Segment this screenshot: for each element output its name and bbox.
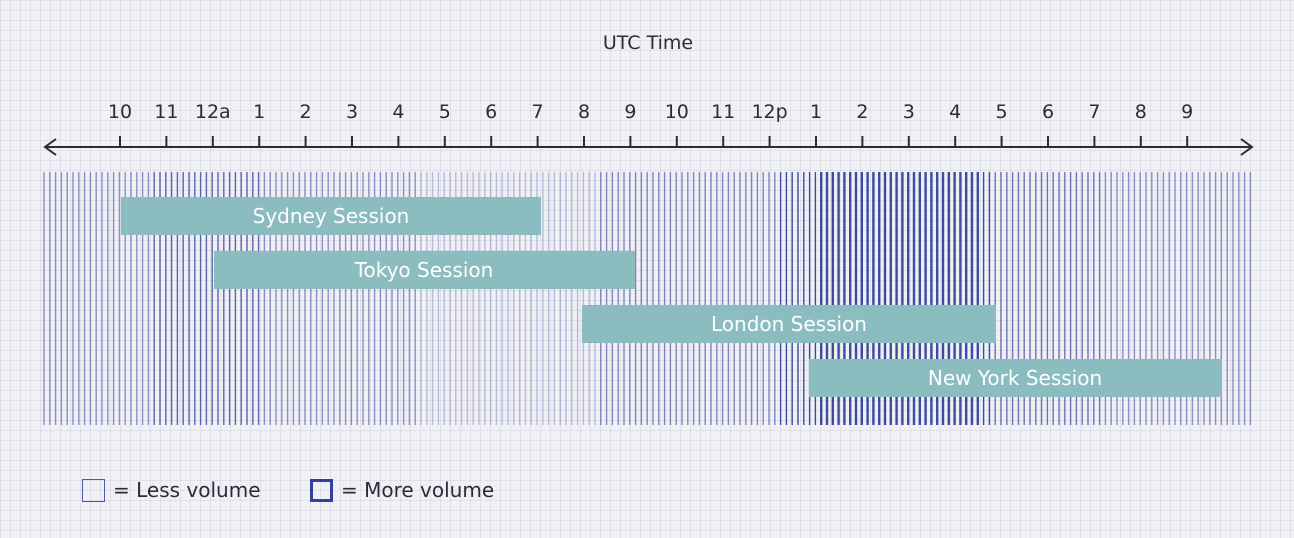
session-london: London Session [582, 305, 996, 343]
axis-title: UTC Time [603, 32, 693, 54]
tick-label: 11 [711, 101, 735, 123]
tick-label: 9 [624, 101, 636, 123]
axis-right-arrow-icon [1240, 138, 1254, 156]
session-bar-london [582, 305, 996, 343]
session-label-london: London Session [711, 312, 867, 336]
tick-label: 8 [578, 101, 590, 123]
session-new-york: New York Session [809, 359, 1222, 397]
less-volume-swatch [82, 478, 105, 502]
legend-more-volume: = More volume [310, 478, 494, 502]
tick-label: 9 [1181, 101, 1193, 123]
tick-label: 10 [665, 101, 689, 123]
tick-label: 4 [949, 101, 961, 123]
session-sydney: Sydney Session [121, 197, 541, 235]
tick-label: 2 [300, 101, 312, 123]
tick-label: 6 [1042, 101, 1054, 123]
tick-label: 3 [903, 101, 915, 123]
session-label-tokyo: Tokyo Session [354, 258, 494, 282]
tick-labels: 10 11 12a 1 2 3 4 5 6 7 8 9 10 11 12p 1 2 3 4 5 6 7 8 9 [108, 101, 1193, 123]
tick-label: 10 [108, 101, 132, 123]
tick-label: 7 [1088, 101, 1100, 123]
tick-label: 3 [346, 101, 358, 123]
tick-label: 11 [154, 101, 178, 123]
axis-left-arrow-icon [43, 138, 57, 156]
tick-marks [119, 136, 1189, 147]
tick-label: 1 [810, 101, 822, 123]
session-bar-tokyo [214, 251, 635, 289]
session-label-new-york: New York Session [928, 366, 1102, 390]
tick-label: 5 [996, 101, 1008, 123]
tick-label: 5 [439, 101, 451, 123]
tick-label: 1 [253, 101, 265, 123]
session-tokyo: Tokyo Session [214, 251, 635, 289]
time-axis: 10 11 12a 1 2 3 4 5 6 7 8 9 10 11 12p 1 2 3 4 5 6 7 8 9 [43, 101, 1254, 156]
session-bar-new-york [809, 359, 1222, 397]
tick-label: 12a [195, 101, 231, 123]
session-label-sydney: Sydney Session [253, 204, 410, 228]
legend-less-label: = Less volume [113, 478, 261, 502]
tick-label: 6 [485, 101, 497, 123]
legend-less-volume: = Less volume [82, 478, 261, 502]
tick-label: 2 [856, 101, 868, 123]
tick-label: 4 [392, 101, 404, 123]
tick-label: 7 [532, 101, 544, 123]
legend-more-label: = More volume [341, 478, 495, 502]
tick-label: 12p [751, 101, 787, 123]
session-bar-sydney [121, 197, 541, 235]
tick-label: 8 [1135, 101, 1147, 123]
more-volume-swatch [310, 478, 333, 502]
